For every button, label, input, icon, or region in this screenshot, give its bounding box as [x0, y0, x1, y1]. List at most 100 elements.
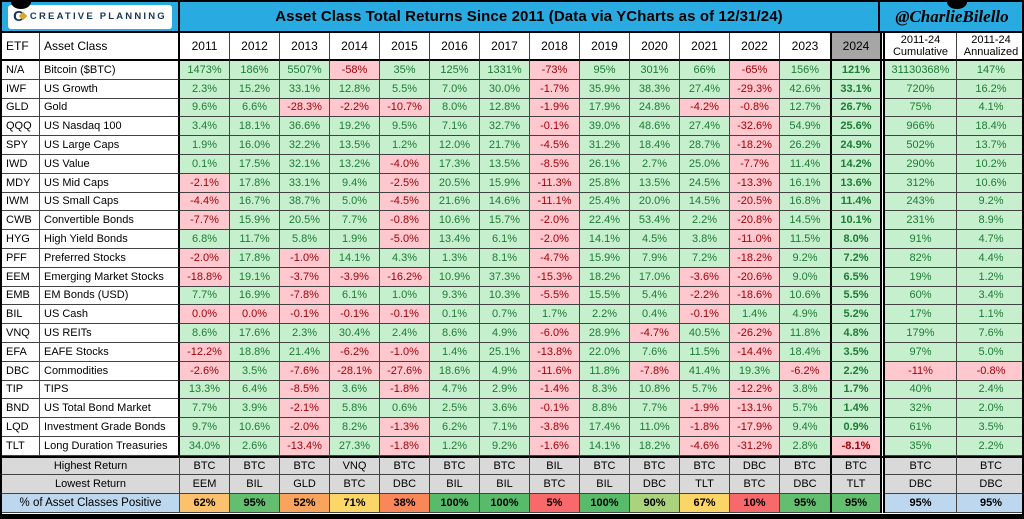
- return-cell: 1.7%: [830, 380, 880, 400]
- pct-positive-cell: 90%: [630, 493, 680, 513]
- return-cell: 18.4%: [780, 342, 830, 362]
- return-cell: 10.9%: [430, 267, 480, 287]
- return-cell: -13.3%: [730, 173, 780, 193]
- highest-return-cell: BTC: [230, 455, 280, 475]
- return-cell: 16.7%: [230, 192, 280, 212]
- highest-return-annualized-cell: BTC: [957, 455, 1022, 475]
- return-cell: -0.1%: [280, 305, 330, 325]
- return-cell: 13.5%: [480, 154, 530, 174]
- etf-cell: QQQ: [2, 117, 40, 137]
- return-cell: 3.8%: [780, 380, 830, 400]
- return-cell: -1.8%: [380, 380, 430, 400]
- return-cell: 125%: [430, 61, 480, 80]
- return-cell: -7.7%: [180, 211, 230, 231]
- return-cell: 33.1%: [830, 79, 880, 99]
- asset-class-cell: Commodities: [40, 361, 180, 381]
- return-cell: 31.2%: [580, 136, 630, 155]
- return-cell: 15.5%: [580, 286, 630, 306]
- column-divider: [880, 342, 885, 362]
- return-cell: 28.9%: [580, 324, 630, 343]
- return-cell: 2.4%: [380, 324, 430, 343]
- return-cell: 95%: [580, 61, 630, 80]
- return-cell: 7.7%: [330, 211, 380, 231]
- return-cell: -1.9%: [680, 399, 730, 419]
- return-cell: 2.7%: [630, 154, 680, 174]
- cumulative-cell: 312%: [885, 173, 957, 193]
- return-cell: 8.1%: [480, 248, 530, 268]
- lowest-return-cell: EEM: [180, 474, 230, 494]
- lowest-return-cumulative-cell: DBC: [885, 474, 957, 494]
- return-cell: 36.6%: [280, 117, 330, 137]
- return-cell: -11.0%: [730, 230, 780, 249]
- return-cell: -1.6%: [530, 436, 580, 456]
- highest-return-cell: BTC: [780, 455, 830, 475]
- return-cell: 32.1%: [280, 154, 330, 174]
- cumulative-cell: 32%: [885, 399, 957, 419]
- return-cell: 17.9%: [580, 98, 630, 118]
- annualized-cell: 13.7%: [957, 136, 1022, 155]
- return-cell: 11.4%: [780, 154, 830, 174]
- return-cell: 9.2%: [480, 436, 530, 456]
- column-divider: [880, 173, 885, 193]
- return-cell: 1.7%: [530, 305, 580, 325]
- lowest-return-cell: BTC: [730, 474, 780, 494]
- return-cell: 10.6%: [430, 211, 480, 231]
- column-divider: [880, 455, 885, 475]
- return-cell: -2.0%: [530, 211, 580, 231]
- return-cell: 30.0%: [480, 79, 530, 99]
- cumulative-cell: 40%: [885, 380, 957, 400]
- etf-cell: CWB: [2, 211, 40, 231]
- asset-class-cell: EM Bonds (USD): [40, 286, 180, 306]
- return-cell: -2.1%: [180, 173, 230, 193]
- annualized-cell: 4.4%: [957, 248, 1022, 268]
- column-divider: [880, 230, 885, 249]
- etf-cell: GLD: [2, 98, 40, 118]
- return-cell: 10.6%: [230, 418, 280, 437]
- return-cell: 5.0%: [330, 192, 380, 212]
- return-cell: 2.8%: [780, 436, 830, 456]
- header-banner: C CREATIVE PLANNING Asset Class Total Re…: [2, 2, 1022, 33]
- return-cell: 17.8%: [230, 173, 280, 193]
- etf-cell: TIP: [2, 380, 40, 400]
- annualized-cell: 10.2%: [957, 154, 1022, 174]
- return-cell: 2.9%: [480, 380, 530, 400]
- pct-positive-label: % of Asset Classes Positive: [2, 493, 180, 513]
- return-cell: 0.6%: [380, 399, 430, 419]
- return-cell: 7.7%: [180, 399, 230, 419]
- lowest-return-cell: BIL: [230, 474, 280, 494]
- column-divider: [880, 436, 885, 456]
- return-cell: -6.2%: [780, 361, 830, 381]
- return-cell: 20.0%: [630, 192, 680, 212]
- asset-class-cell: Gold: [40, 98, 180, 118]
- return-cell: 6.8%: [180, 230, 230, 249]
- asset-class-cell: Long Duration Treasuries: [40, 436, 180, 456]
- return-cell: 0.1%: [180, 154, 230, 174]
- return-cell: 0.0%: [180, 305, 230, 325]
- return-cell: 6.1%: [480, 230, 530, 249]
- return-cell: 14.5%: [780, 211, 830, 231]
- return-cell: 14.1%: [580, 436, 630, 456]
- return-cell: -28.3%: [280, 98, 330, 118]
- return-cell: -1.3%: [380, 418, 430, 437]
- return-cell: 8.6%: [180, 324, 230, 343]
- return-cell: 38.7%: [280, 192, 330, 212]
- etf-cell: VNQ: [2, 324, 40, 343]
- lowest-return-cell: BTC: [330, 474, 380, 494]
- return-cell: -20.6%: [730, 267, 780, 287]
- annualized-cell: 1.1%: [957, 305, 1022, 325]
- return-cell: 7.9%: [630, 248, 680, 268]
- return-cell: 24.5%: [680, 173, 730, 193]
- return-cell: 22.0%: [580, 342, 630, 362]
- return-cell: -2.0%: [180, 248, 230, 268]
- cumulative-cell: -11%: [885, 361, 957, 381]
- return-cell: 3.5%: [230, 361, 280, 381]
- highest-return-cell: BIL: [530, 455, 580, 475]
- lowest-return-annualized-cell: DBC: [957, 474, 1022, 494]
- return-cell: 10.3%: [480, 286, 530, 306]
- return-cell: 15.2%: [230, 79, 280, 99]
- column-divider: [880, 192, 885, 212]
- cumulative-cell: 75%: [885, 98, 957, 118]
- return-cell: -2.0%: [280, 418, 330, 437]
- return-cell: 1.2%: [430, 436, 480, 456]
